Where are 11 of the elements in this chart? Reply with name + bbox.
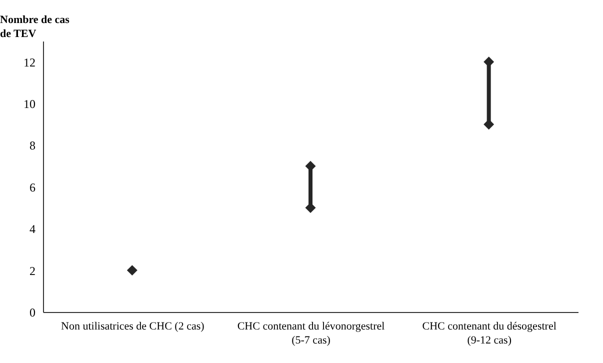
- x-tick-label: CHC contenant du désogestrel (9-12 cas): [422, 320, 556, 346]
- y-tick-label: 0: [30, 306, 36, 320]
- x-tick-label: Non utilisatrices de CHC (2 cas): [61, 320, 205, 332]
- y-tick-label: 12: [24, 55, 36, 70]
- y-tick-label: 4: [30, 222, 36, 236]
- x-tick-label: CHC contenant du lévonorgestrel (5-7 cas): [237, 320, 385, 346]
- y-tick-label: 2: [30, 264, 36, 278]
- y-tick-label: 10: [24, 97, 36, 112]
- y-axis-title: Nombre de cas de TEV: [0, 14, 70, 40]
- y-tick-label: 8: [30, 138, 36, 153]
- y-tick-label: 6: [30, 180, 36, 194]
